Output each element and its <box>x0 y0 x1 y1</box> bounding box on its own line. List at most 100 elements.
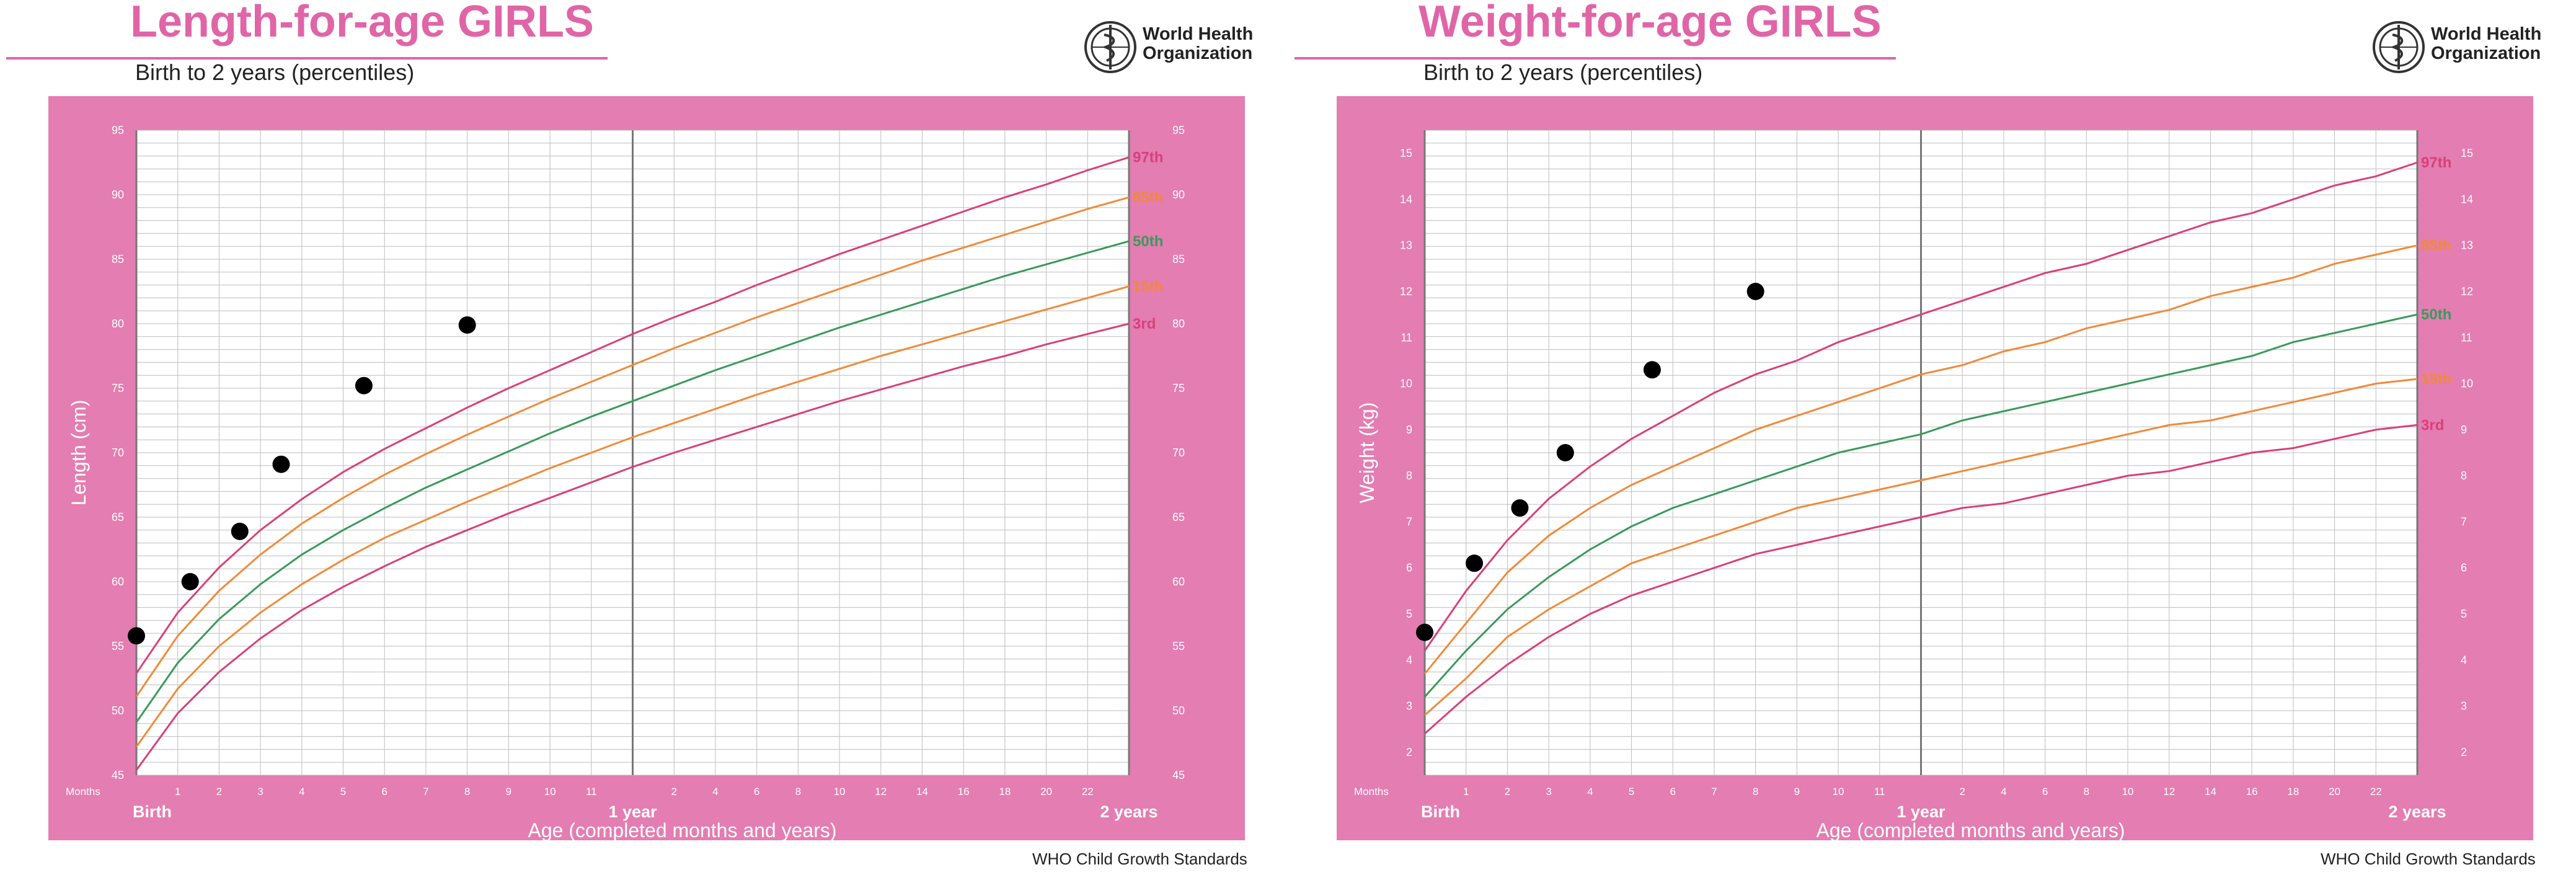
x-tick-label-month: 5 <box>340 786 346 797</box>
series-label-50th: 50th <box>1133 233 1163 250</box>
y-tick-label-right: 8 <box>2461 469 2467 482</box>
y-tick-label-left: 4 <box>1406 654 1412 666</box>
x-tick-label-major: Birth <box>1421 802 1460 821</box>
y-tick-label-left: 5 <box>1406 608 1412 620</box>
x-tick-label-month: 4 <box>1587 786 1593 797</box>
y-tick-label-left: 70 <box>112 446 124 459</box>
who-name-line-2: Organization <box>2431 43 2541 63</box>
y-tick-label-right: 65 <box>1172 511 1185 523</box>
y-tick-label-left: 8 <box>1406 469 1412 482</box>
measurement-point <box>231 522 249 540</box>
y-tick-label-right: 85 <box>1172 253 1185 265</box>
y-tick-label-right: 7 <box>2461 515 2467 528</box>
x-tick-label-month: 22 <box>2370 786 2382 797</box>
x-tick-label-month: 5 <box>1629 786 1634 797</box>
x-axis-label: Age (completed months and years) <box>1816 819 2125 842</box>
who-name-line-1: World Health <box>1143 24 1254 44</box>
x-tick-label-month: 9 <box>1794 786 1800 797</box>
series-label-97th: 97th <box>1133 149 1163 166</box>
measurement-point <box>128 627 145 645</box>
series-line-15th <box>135 285 1130 748</box>
y-tick-label-left: 65 <box>112 511 124 523</box>
x-tick-label-month: 11 <box>586 786 597 797</box>
measurement-point <box>1746 283 1764 300</box>
x-tick-label-month: 20 <box>1040 786 1052 797</box>
title-rule <box>1295 57 1896 60</box>
length-chart-panel: Length-for-age GIRLS Birth to 2 years (p… <box>6 0 1253 868</box>
measurement-point <box>355 376 373 394</box>
x-tick-label-month: 7 <box>1711 786 1717 797</box>
y-tick-label-left: 95 <box>112 124 124 136</box>
x-tick-label-month: 9 <box>506 786 511 797</box>
y-tick-label-left: 10 <box>1400 378 1412 390</box>
series-label-85th: 85th <box>2421 238 2451 254</box>
y-tick-label-right: 11 <box>2461 331 2472 344</box>
chart-title: Weight-for-age GIRLS <box>1419 0 1882 47</box>
y-tick-label-left: 50 <box>112 704 124 717</box>
y-tick-label-left: 80 <box>112 318 124 330</box>
series-line-15th <box>1424 378 2418 716</box>
y-tick-label-left: 11 <box>1401 331 1412 344</box>
x-tick-label-major: 1 year <box>608 802 657 821</box>
series-label-15th: 15th <box>2421 371 2451 388</box>
y-tick-label-right: 55 <box>1172 640 1185 652</box>
measurement-point <box>1511 499 1529 517</box>
y-tick-label-right: 6 <box>2461 562 2467 574</box>
y-tick-label-right: 15 <box>2461 147 2473 159</box>
series-label-50th: 50th <box>2421 306 2451 323</box>
series-line-97th <box>1423 161 2418 652</box>
x-tick-label-month: 18 <box>2287 786 2299 797</box>
x-tick-label-month: 2 <box>216 786 222 797</box>
who-logo: World Health Organization <box>1082 19 1253 73</box>
y-tick-label-right: 45 <box>1172 769 1185 781</box>
x-tick-label-month: 14 <box>2205 786 2216 797</box>
x-tick-label-month: 11 <box>1874 786 1885 797</box>
who-emblem-icon <box>2373 21 2425 73</box>
y-tick-label-right: 90 <box>1172 189 1185 201</box>
chart-footer: WHO Child Growth Standards <box>1032 850 1247 868</box>
series-label-85th: 85th <box>1133 189 1163 206</box>
measurement-point <box>1556 444 1574 461</box>
y-tick-label-left: 2 <box>1406 746 1412 758</box>
x-tick-label-month: 14 <box>916 786 928 797</box>
series-label-97th: 97th <box>2421 154 2451 171</box>
y-tick-label-right: 2 <box>2461 746 2467 758</box>
y-tick-label-left: 7 <box>1406 515 1412 528</box>
title-rule <box>6 57 608 60</box>
x-tick-label-month: 2 <box>1959 786 1965 797</box>
x-tick-label-month: 7 <box>423 786 428 797</box>
y-tick-label-right: 12 <box>2461 285 2473 298</box>
y-tick-label-left: 6 <box>1406 562 1412 574</box>
series-line-85th <box>1423 244 2418 675</box>
y-tick-label-right: 4 <box>2461 654 2467 666</box>
series-label-15th: 15th <box>1133 278 1163 295</box>
measurement-point <box>458 316 476 334</box>
x-tick-label-month: 8 <box>464 786 470 797</box>
who-name: World Health Organization <box>2431 25 2541 63</box>
chart-title: Length-for-age GIRLS <box>130 0 594 47</box>
y-tick-label-left: 45 <box>112 769 124 781</box>
x-tick-label-major: 2 years <box>1100 802 1157 821</box>
measurement-point <box>1416 623 1433 641</box>
y-tick-label-right: 50 <box>1172 704 1185 717</box>
x-tick-label-month: 6 <box>754 786 759 797</box>
x-tick-label-month: 6 <box>2042 786 2048 797</box>
series-line-97th <box>135 156 1130 674</box>
series-label-3rd: 3rd <box>2421 417 2444 433</box>
x-tick-label-month: 6 <box>382 786 387 797</box>
series-line-3rd <box>1424 424 2418 735</box>
x-tick-label-month: 10 <box>2122 786 2134 797</box>
y-tick-label-left: 9 <box>1406 424 1412 436</box>
x-tick-label-month: 2 <box>671 786 676 797</box>
x-tick-label-major: 1 year <box>1897 802 1945 821</box>
series-label-3rd: 3rd <box>1133 316 1156 332</box>
x-tick-label-month: 8 <box>795 786 801 797</box>
series-line-50th <box>135 240 1130 723</box>
weight-chart-panel: Weight-for-age GIRLS Birth to 2 years (p… <box>1288 0 2576 875</box>
y-tick-label-left: 75 <box>112 382 124 394</box>
y-tick-label-right: 80 <box>1172 318 1185 330</box>
y-tick-label-right: 9 <box>2461 424 2467 436</box>
who-name-line-1: World Health <box>2431 24 2542 44</box>
